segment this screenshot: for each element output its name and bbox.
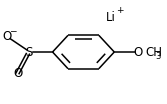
Text: CH: CH — [145, 46, 162, 58]
Text: 3: 3 — [155, 52, 160, 61]
Text: S: S — [26, 46, 33, 58]
Text: Li: Li — [106, 11, 116, 24]
Text: +: + — [116, 6, 123, 15]
Text: O: O — [133, 46, 142, 58]
Text: O: O — [2, 30, 12, 43]
Text: O: O — [13, 67, 22, 80]
Text: −: − — [9, 27, 16, 36]
